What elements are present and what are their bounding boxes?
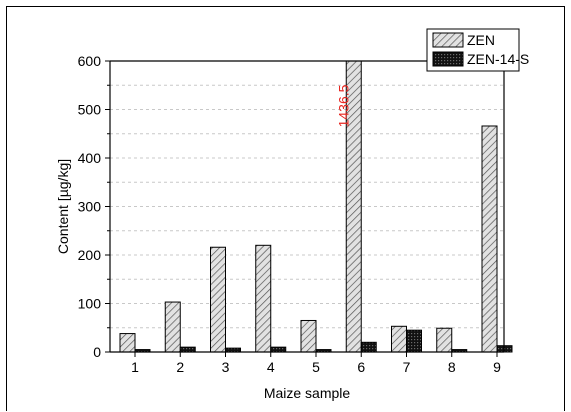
y-tick-label: 600: [78, 53, 102, 69]
bar-zen-14-s-6: [360, 341, 377, 353]
y-tick-label: 400: [78, 150, 102, 166]
legend-label-zen-14-s: ZEN-14-S: [467, 51, 529, 67]
bar-zen-14-s-2: [179, 346, 196, 353]
bar-zen-3: [210, 246, 226, 353]
bar-zen-7: [391, 325, 407, 353]
x-tick-label: 7: [403, 359, 411, 375]
x-tick-label: 4: [267, 359, 275, 375]
bar-zen-8: [436, 327, 453, 353]
y-tick-label: 500: [78, 102, 102, 118]
bars: [119, 60, 513, 353]
bar-zen-2: [164, 301, 181, 353]
annotation-label: 1436.5: [335, 84, 351, 127]
x-tick-label: 2: [176, 359, 184, 375]
y-axis-title: Content [µg/kg]: [55, 159, 71, 254]
x-tick-label: 9: [493, 359, 501, 375]
legend-label-zen: ZEN: [467, 32, 495, 48]
bar-zen-9: [481, 125, 498, 353]
figure-frame: [6, 6, 565, 411]
y-tick-label: 100: [78, 296, 102, 312]
tick-labels: 1 2 3 4 5 6 7 8 9 0 100 200 300 400 500 600: [78, 53, 501, 375]
bar-zen-14-s-4: [270, 346, 287, 353]
bar-zen-4: [255, 244, 272, 353]
grid-lines: [110, 84, 504, 329]
y-tick-label: 300: [78, 199, 102, 215]
legend-swatch-zen-14-s: [432, 51, 464, 67]
bar-zen-14-s-7: [406, 329, 422, 353]
x-tick-label: 6: [357, 359, 365, 375]
legend: ZEN ZEN-14-S: [426, 28, 529, 72]
bar-zen-1: [119, 333, 136, 353]
y-tick-label: 0: [93, 344, 101, 360]
x-axis-title: Maize sample: [264, 385, 351, 401]
y-tick-label: 200: [78, 247, 102, 263]
x-tick-label: 8: [448, 359, 456, 375]
x-tick-label: 1: [131, 359, 139, 375]
legend-swatch-zen: [432, 32, 464, 48]
x-tick-label: 5: [312, 359, 320, 375]
x-tick-label: 3: [222, 359, 230, 375]
bar-zen-5: [300, 319, 317, 353]
